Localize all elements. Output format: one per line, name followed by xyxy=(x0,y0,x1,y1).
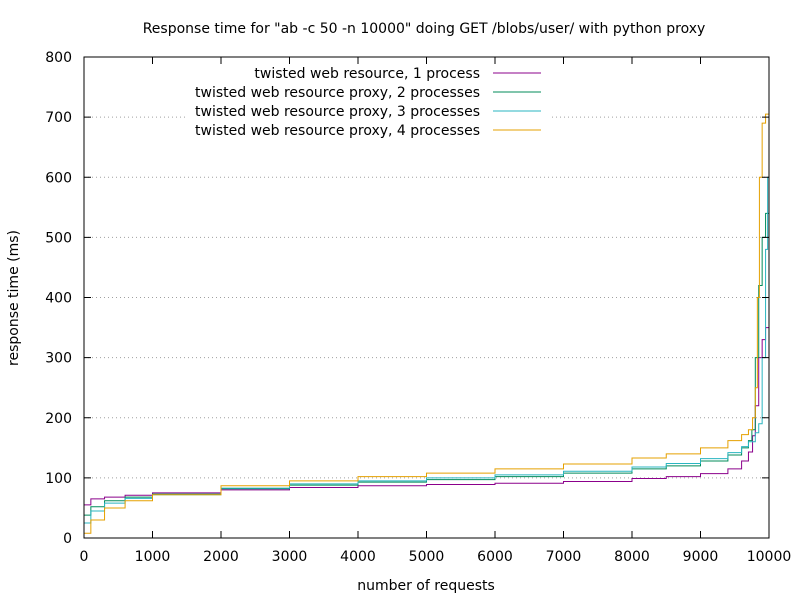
series-lines xyxy=(84,96,770,534)
legend-label: twisted web resource proxy, 4 processes xyxy=(195,123,480,139)
x-tick-label: 7000 xyxy=(546,549,582,565)
y-tick-label: 500 xyxy=(45,230,72,246)
x-tick-label: 8000 xyxy=(614,549,650,565)
x-tick-label: 10000 xyxy=(747,549,792,565)
x-tick-label: 3000 xyxy=(272,549,308,565)
x-tick-label: 6000 xyxy=(477,549,513,565)
x-tick-label: 1000 xyxy=(135,549,171,565)
grid-lines xyxy=(84,116,769,479)
y-tick-label: 100 xyxy=(45,471,72,487)
x-tick-label: 4000 xyxy=(340,549,376,565)
y-tick-label: 0 xyxy=(63,531,72,547)
x-tick-label: 2000 xyxy=(203,549,239,565)
x-tick-label: 9000 xyxy=(683,549,719,565)
plot-frame xyxy=(83,56,770,539)
legend-label: twisted web resource, 1 process xyxy=(254,66,480,82)
x-axis-label: number of requests xyxy=(357,578,495,594)
y-tick-label: 700 xyxy=(45,110,72,126)
y-tick-label: 300 xyxy=(45,351,72,367)
y-tick-label: 600 xyxy=(45,170,72,186)
y-tick-label: 200 xyxy=(45,411,72,427)
y-tick-label: 400 xyxy=(45,291,72,307)
y-tick-label: 800 xyxy=(45,50,72,66)
legend-label: twisted web resource proxy, 2 processes xyxy=(195,85,480,101)
x-tick-label: 0 xyxy=(80,549,89,565)
x-tick-label: 5000 xyxy=(409,549,445,565)
y-axis-label: response time (ms) xyxy=(6,230,22,366)
legend: twisted web resource, 1 process twisted w… xyxy=(195,66,541,139)
series-line-3 xyxy=(84,138,770,524)
series-line-4 xyxy=(84,96,770,534)
chart-title: Response time for "ab -c 50 -n 10000" do… xyxy=(143,21,706,37)
legend-label: twisted web resource proxy, 3 processes xyxy=(195,104,480,120)
